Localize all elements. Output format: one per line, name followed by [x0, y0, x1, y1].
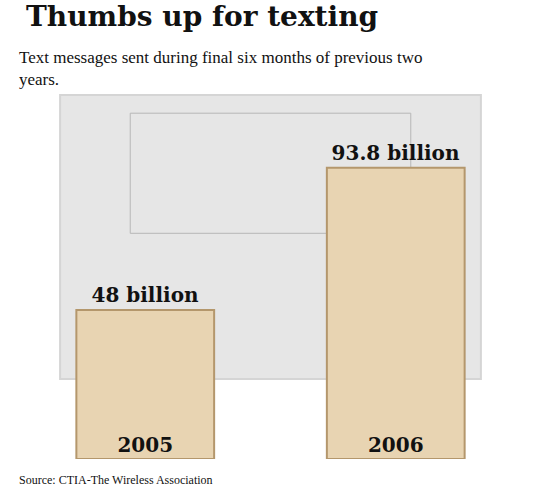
svg-text:Thumbs up for texting: Thumbs up for texting	[26, 0, 378, 33]
svg-text:2005: 2005	[117, 433, 173, 457]
svg-text:Source: CTIA-The Wireless Asso: Source: CTIA-The Wireless Association	[19, 473, 213, 487]
svg-text:93.8 billion: 93.8 billion	[332, 141, 460, 165]
svg-text:2006: 2006	[368, 433, 424, 457]
svg-text:48 billion: 48 billion	[91, 283, 199, 307]
svg-text:Text messages sent during fina: Text messages sent during final six mont…	[19, 48, 422, 89]
